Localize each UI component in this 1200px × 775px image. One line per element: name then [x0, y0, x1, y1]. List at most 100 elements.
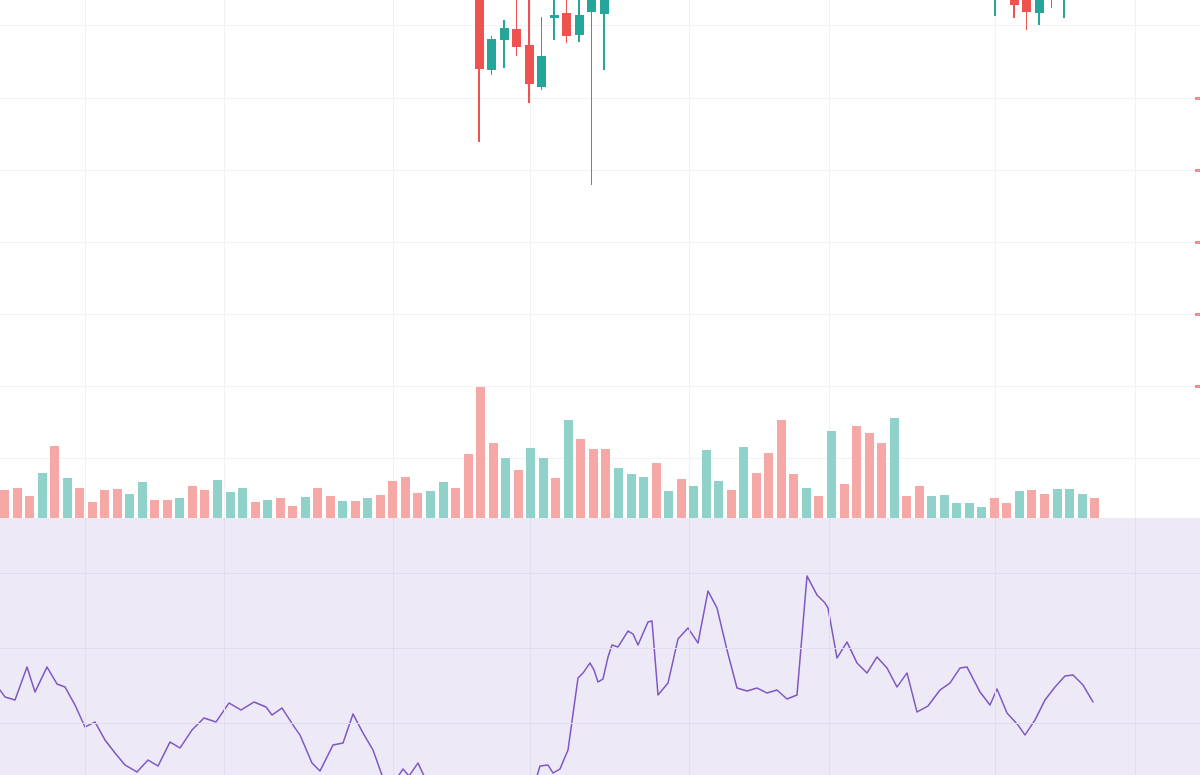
candle-down — [512, 29, 521, 47]
volume-bar-down — [400, 477, 410, 518]
price-gridline-h — [0, 242, 1200, 243]
volume-bar-up — [563, 420, 573, 518]
volume-bar-down — [651, 463, 661, 518]
volume-bar-up — [1014, 491, 1024, 518]
price-axis-tick — [1195, 241, 1200, 244]
volume-bar-down — [576, 439, 586, 518]
volume-bar-down — [764, 453, 774, 518]
price-axis-tick — [1195, 313, 1200, 316]
volume-bar-down — [250, 502, 260, 518]
volume-bar-down — [313, 488, 323, 518]
volume-bar-up — [664, 491, 674, 518]
volume-bar-up — [801, 488, 811, 518]
volume-bar-up — [701, 450, 711, 518]
indicator-gridline-v — [224, 518, 225, 775]
volume-bar-down — [852, 426, 862, 518]
volume-bar-down — [413, 493, 423, 518]
volume-bar-down — [989, 498, 999, 518]
volume-bar-down — [162, 500, 172, 518]
price-gridline-h — [0, 386, 1200, 387]
volume-bar-down — [150, 500, 160, 518]
oscillator-pane[interactable] — [0, 518, 1200, 775]
volume-bar-down — [0, 490, 9, 518]
volume-bar-down — [12, 488, 22, 518]
volume-bar-down — [789, 474, 799, 518]
volume-bar-up — [526, 448, 536, 518]
volume-bar-up — [363, 498, 373, 518]
price-gridline-h — [0, 458, 1200, 459]
volume-bar-up — [37, 473, 47, 518]
volume-bar-up — [62, 478, 72, 518]
price-gridline-v — [530, 0, 531, 518]
candle-wick — [1050, 0, 1053, 8]
volume-bar-up — [225, 492, 235, 518]
price-gridline-v — [224, 0, 225, 518]
price-gridline-h — [0, 25, 1200, 26]
volume-bar-down — [75, 488, 85, 518]
candle-up — [574, 15, 584, 35]
volume-bar-down — [1027, 490, 1037, 518]
price-gridline-h — [0, 314, 1200, 315]
candle-wick — [540, 17, 543, 90]
volume-bar-up — [1065, 489, 1075, 518]
volume-bar-down — [676, 479, 686, 518]
indicator-gridline-v — [530, 518, 531, 775]
candle-wick — [503, 20, 505, 68]
volume-bar-down — [112, 489, 122, 518]
candle-down — [524, 45, 534, 84]
price-volume-pane[interactable] — [0, 0, 1200, 518]
candle-wick — [553, 0, 555, 40]
volume-bar-up — [964, 503, 974, 518]
oscillator-polyline — [0, 575, 1094, 775]
price-gridline-v — [85, 0, 86, 518]
indicator-gridline-h — [0, 573, 1200, 574]
volume-bar-up — [626, 474, 636, 518]
volume-bar-down — [463, 454, 473, 518]
volume-bar-down — [751, 473, 761, 518]
volume-bar-down — [1039, 494, 1049, 518]
candle-up — [499, 28, 509, 40]
candle-down — [1022, 0, 1031, 12]
volume-bar-up — [238, 488, 248, 518]
volume-bar-up — [639, 477, 649, 518]
volume-bar-up — [714, 481, 724, 518]
indicator-gridline-v — [689, 518, 690, 775]
volume-bar-down — [388, 481, 398, 518]
indicator-gridline-v — [85, 518, 86, 775]
volume-bar-up — [175, 498, 185, 518]
volume-bar-up — [739, 447, 749, 518]
indicator-gridline-h — [0, 723, 1200, 724]
candle-up — [1034, 0, 1044, 13]
volume-bar-up — [137, 482, 147, 518]
volume-bar-down — [350, 501, 360, 518]
volume-bar-down — [50, 446, 60, 518]
price-gridline-h — [0, 170, 1200, 171]
volume-bar-down — [864, 433, 874, 518]
volume-bar-down — [288, 506, 298, 518]
volume-bar-up — [977, 507, 987, 518]
volume-bar-down — [588, 449, 598, 518]
volume-bar-down — [275, 498, 285, 518]
volume-bar-down — [877, 443, 887, 518]
volume-bar-down — [726, 490, 736, 518]
candle-up — [599, 0, 609, 14]
volume-bar-down — [200, 490, 210, 518]
volume-bar-down — [325, 496, 335, 518]
price-gridline-v — [995, 0, 996, 518]
volume-bar-up — [213, 480, 222, 518]
volume-bar-up — [426, 491, 436, 518]
indicator-gridline-v — [829, 518, 830, 775]
volume-bar-up — [939, 495, 949, 518]
volume-bar-down — [776, 420, 786, 518]
price-gridline-h — [0, 98, 1200, 99]
candle-up — [487, 39, 496, 70]
price-gridline-v — [1135, 0, 1136, 518]
volume-bar-down — [1002, 503, 1012, 518]
indicator-gridline-v — [393, 518, 394, 775]
volume-bar-up — [927, 496, 937, 518]
volume-bar-up — [826, 431, 836, 518]
volume-bar-up — [1052, 489, 1062, 518]
candle-up — [537, 56, 546, 87]
volume-bar-up — [300, 497, 310, 518]
